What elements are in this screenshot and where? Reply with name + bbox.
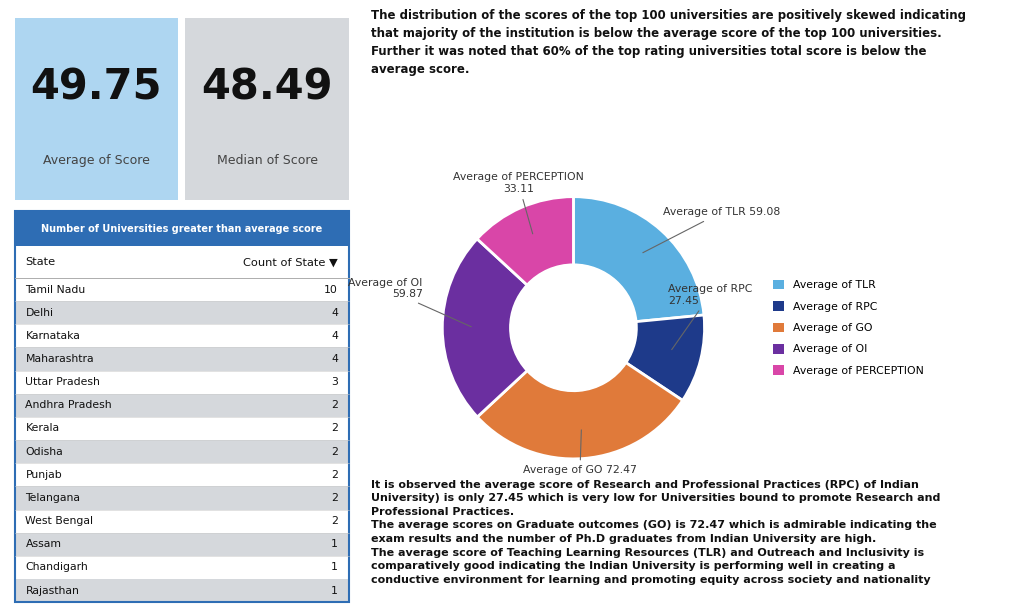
Text: 2: 2 — [331, 424, 338, 433]
FancyBboxPatch shape — [14, 509, 349, 533]
Text: Chandigarh: Chandigarh — [26, 563, 88, 572]
Text: Delhi: Delhi — [26, 308, 53, 317]
Text: Assam: Assam — [26, 539, 61, 549]
Text: 1: 1 — [331, 539, 338, 549]
Text: 4: 4 — [331, 354, 338, 364]
Legend: Average of TLR, Average of RPC, Average of GO, Average of OI, Average of PERCEPT: Average of TLR, Average of RPC, Average … — [769, 276, 928, 380]
Text: Average of Score: Average of Score — [43, 154, 150, 167]
Text: 2: 2 — [331, 493, 338, 503]
Text: Average of TLR 59.08: Average of TLR 59.08 — [643, 208, 780, 253]
Text: State: State — [26, 257, 55, 267]
Text: Maharashtra: Maharashtra — [26, 354, 94, 364]
FancyBboxPatch shape — [14, 579, 349, 602]
Text: Kerala: Kerala — [26, 424, 59, 433]
Text: 1: 1 — [331, 586, 338, 595]
FancyBboxPatch shape — [14, 246, 349, 278]
Text: 2: 2 — [331, 401, 338, 410]
FancyBboxPatch shape — [14, 486, 349, 509]
Text: Average of PERCEPTION
33.11: Average of PERCEPTION 33.11 — [453, 172, 584, 234]
Wedge shape — [477, 197, 573, 285]
Wedge shape — [626, 315, 705, 401]
Text: It is observed the average score of Research and Professional Practices (RPC) of: It is observed the average score of Rese… — [371, 480, 940, 585]
Text: Average of OI
59.87: Average of OI 59.87 — [348, 277, 471, 327]
Text: 10: 10 — [325, 285, 338, 294]
Text: 4: 4 — [331, 308, 338, 317]
FancyBboxPatch shape — [14, 347, 349, 371]
FancyBboxPatch shape — [14, 301, 349, 324]
Text: Number of Universities greater than average score: Number of Universities greater than aver… — [41, 224, 323, 234]
Text: Average of RPC
27.45: Average of RPC 27.45 — [668, 284, 753, 350]
Text: Count of State ▼: Count of State ▼ — [244, 257, 338, 267]
Text: 2: 2 — [331, 516, 338, 526]
Text: Telangana: Telangana — [26, 493, 81, 503]
Text: Andhra Pradesh: Andhra Pradesh — [26, 401, 112, 410]
Text: 3: 3 — [331, 377, 338, 387]
Circle shape — [511, 265, 636, 391]
Text: 2: 2 — [331, 470, 338, 480]
FancyBboxPatch shape — [14, 18, 178, 200]
FancyBboxPatch shape — [14, 417, 349, 440]
FancyBboxPatch shape — [14, 463, 349, 486]
FancyBboxPatch shape — [14, 278, 349, 301]
Text: Karnataka: Karnataka — [26, 331, 80, 341]
Text: Odisha: Odisha — [26, 447, 63, 456]
Text: 2: 2 — [331, 447, 338, 456]
FancyBboxPatch shape — [14, 371, 349, 394]
Text: 49.75: 49.75 — [31, 66, 162, 109]
Text: West Bengal: West Bengal — [26, 516, 93, 526]
Text: 4: 4 — [331, 331, 338, 341]
Wedge shape — [477, 362, 683, 459]
FancyBboxPatch shape — [14, 211, 349, 246]
Text: Punjab: Punjab — [26, 470, 62, 480]
Text: Median of Score: Median of Score — [217, 154, 317, 167]
Text: Tamil Nadu: Tamil Nadu — [26, 285, 86, 294]
FancyBboxPatch shape — [14, 556, 349, 579]
FancyBboxPatch shape — [14, 440, 349, 463]
Text: Average of GO 72.47: Average of GO 72.47 — [523, 430, 637, 475]
Text: The distribution of the scores of the top 100 universities are positively skewed: The distribution of the scores of the to… — [371, 9, 966, 76]
FancyBboxPatch shape — [14, 394, 349, 417]
Wedge shape — [573, 197, 703, 322]
FancyBboxPatch shape — [14, 324, 349, 347]
Wedge shape — [442, 239, 527, 417]
Text: Uttar Pradesh: Uttar Pradesh — [26, 377, 100, 387]
Text: Rajasthan: Rajasthan — [26, 586, 79, 595]
FancyBboxPatch shape — [14, 533, 349, 556]
Text: 1: 1 — [331, 563, 338, 572]
Text: 48.49: 48.49 — [202, 66, 333, 109]
FancyBboxPatch shape — [185, 18, 349, 200]
